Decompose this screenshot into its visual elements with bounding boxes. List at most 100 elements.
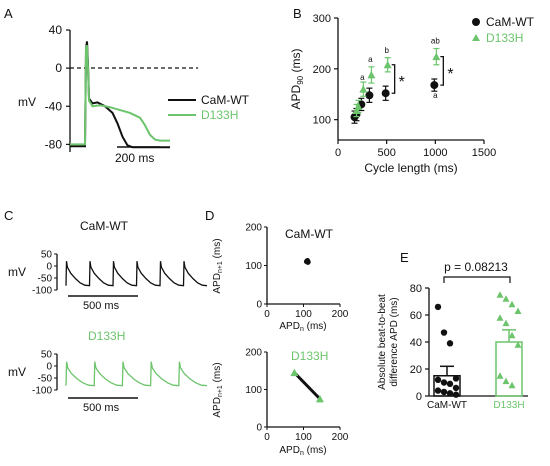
- panel-e-category-wt: CaM-WT: [427, 400, 467, 411]
- panel-b-ytick-label: 200: [313, 64, 331, 76]
- panel-e-point-wt: [452, 384, 460, 392]
- panel-e-point-wt: [440, 388, 448, 396]
- panel-b-xtick-label: 1500: [472, 147, 496, 159]
- panel-b-point-wt: [381, 89, 390, 98]
- panel-c-top-scalebar-label: 500 ms: [83, 300, 120, 312]
- panel-b-point-d133h: [359, 85, 368, 93]
- panel-e-ytick-label: 40: [410, 337, 422, 349]
- panel-d-top-points: [303, 257, 311, 265]
- panel-d-bottom-xtick-label: 0: [264, 432, 270, 443]
- panel-e-point-d133h: [514, 307, 522, 314]
- panel-a-ytick-label: 0: [55, 61, 62, 75]
- panel-e-ylabel-line1: Absolute beat-to-beat: [377, 294, 388, 390]
- panel-c-top-ytick-label: -50: [38, 274, 53, 285]
- panel-e-point-wt: [434, 376, 442, 383]
- panel-d-bottom-ytick-label: 200: [245, 348, 262, 359]
- panel-e-point-d133h: [514, 341, 522, 348]
- panel-e-point-d133h: [502, 319, 510, 327]
- panel-d-top-ylabel: APDn+1 (ms): [212, 238, 224, 293]
- panel-label-a: A: [4, 6, 13, 21]
- panel-e-pvalue: p = 0.08213: [444, 260, 508, 274]
- panel-d-bottom-ytick-label: 0: [256, 423, 262, 434]
- legend-marker-d133h: [472, 34, 480, 41]
- panel-a-ytick-label: 40: [49, 23, 63, 37]
- panel-e-point-wt: [446, 390, 454, 397]
- panel-b-ytick-label: 100: [313, 115, 331, 127]
- panel-c-top-title: CaM-WT: [80, 219, 129, 233]
- panel-d-top-ticks: 0 100 200 0 100 200: [245, 223, 348, 321]
- panel-d-bottom-points: [290, 368, 324, 403]
- panel-e-point-d133h: [508, 300, 516, 308]
- panel-e-point-wt: [446, 340, 454, 347]
- panel-b-significance-bracket: [440, 55, 444, 86]
- panel-e-ytick-label: 60: [410, 310, 422, 322]
- panel-c-top-ytick-label: 50: [41, 250, 53, 261]
- panel-e-point-wt: [446, 380, 454, 388]
- panel-b-legend: CaM-WT D133H: [472, 15, 535, 45]
- panel-e-point-d133h: [508, 331, 516, 339]
- legend-marker-wt: [472, 18, 480, 26]
- panel-e-point-wt: [452, 391, 460, 398]
- panel-b-xtick-label: 500: [377, 147, 395, 159]
- panel-c-bottom-trace: [65, 361, 208, 387]
- panel-b-point-wt: [365, 91, 374, 100]
- panel-b-significance-star: *: [447, 66, 453, 83]
- panel-d-bottom-point: [315, 394, 324, 403]
- panel-d-top-xtick-label: 0: [264, 309, 270, 320]
- panel-c-bottom-ytick-label: 50: [41, 350, 53, 361]
- panel-c-bottom-ytick-label: -100: [32, 386, 52, 397]
- panel-c-top-ytick-label: 0: [46, 262, 52, 273]
- panel-c-bottom-ytick-label: -50: [38, 374, 53, 385]
- panel-e-point-d133h: [496, 372, 504, 379]
- panel-a-ylabel: mV: [18, 95, 36, 109]
- panel-e-point-wt: [452, 375, 460, 382]
- legend-label-wt-b: CaM-WT: [486, 15, 535, 29]
- panel-a-action-potential: 40 0 -40 -80 mV 200 ms CaM-WT D133H: [18, 23, 250, 165]
- panel-c-top-ylabel: mV: [8, 265, 26, 279]
- panel-a-ytick-label: -40: [45, 99, 63, 113]
- panel-b-point-wt: [430, 81, 439, 90]
- panel-d-top-xlabel: APDn (ms): [279, 321, 326, 333]
- panel-d-bottom-xtick-label: 100: [295, 432, 312, 443]
- panel-b-annotation: a: [368, 55, 373, 64]
- panel-e-ylabel-line2: difference APD (ms): [389, 297, 400, 386]
- panel-d-bottom-xlabel: APDn (ms): [279, 445, 326, 457]
- panel-e-point-wt: [434, 387, 442, 394]
- panel-e-ticks: 0 20 40 60 80: [410, 283, 429, 403]
- legend-label-d133h: D133H: [201, 108, 238, 122]
- panel-c-bottom-scalebar-label: 500 ms: [83, 402, 120, 414]
- panel-e-category-d133h: D133H: [493, 400, 524, 411]
- panel-b-annotation: b: [384, 46, 389, 55]
- panel-d-top-ytick-label: 0: [256, 300, 262, 311]
- panel-c-top-trace: [65, 261, 208, 287]
- panel-c-bottom-title: D133H: [88, 329, 125, 343]
- panel-c-top-ytick-label: -100: [32, 286, 52, 297]
- panel-d-poincare: CaM-WT 0 100 200 0 100 200 APDn+1 (ms) APDn (…: [212, 223, 349, 458]
- legend-label-wt: CaM-WT: [201, 93, 250, 107]
- panel-b-point-d133h: [383, 60, 392, 69]
- panel-d-bottom-xtick-label: 200: [332, 432, 349, 443]
- panel-d-top-title: CaM-WT: [285, 227, 334, 241]
- panel-e-point-d133h: [496, 291, 504, 298]
- panel-e-point-wt: [440, 329, 448, 336]
- panel-d-top-ytick-label: 200: [245, 223, 262, 234]
- panel-e-ytick-label: 80: [410, 283, 422, 295]
- panel-a-y-ticks: 40 0 -40 -80: [45, 23, 70, 151]
- panel-b-xlabel: Cycle length (ms): [364, 161, 457, 175]
- panel-d-top-xtick-label: 200: [332, 309, 349, 320]
- panel-d-bottom-ytick-label: 100: [245, 385, 262, 396]
- panel-d-bottom-point: [290, 368, 299, 377]
- panel-label-b: B: [293, 6, 302, 21]
- panel-d-bottom-connector: [293, 371, 321, 400]
- panel-d-bottom-ticks: 0 100 200 0 100 200: [245, 348, 348, 444]
- panel-e-point-d133h: [496, 314, 504, 321]
- panel-d-bottom-title: D133H: [291, 349, 328, 363]
- panel-b-point-d133h: [432, 52, 441, 61]
- panel-b-point-d133h: [354, 102, 363, 110]
- panel-e-marks: [433, 291, 523, 398]
- panel-b-ylabel: APD90 (ms): [289, 49, 305, 110]
- panel-d-top-xtick-label: 100: [295, 309, 312, 320]
- panel-e-ytick-label: 20: [410, 364, 422, 376]
- panel-b-ticks: 0 500 1000 1500 100 200 300: [313, 13, 497, 159]
